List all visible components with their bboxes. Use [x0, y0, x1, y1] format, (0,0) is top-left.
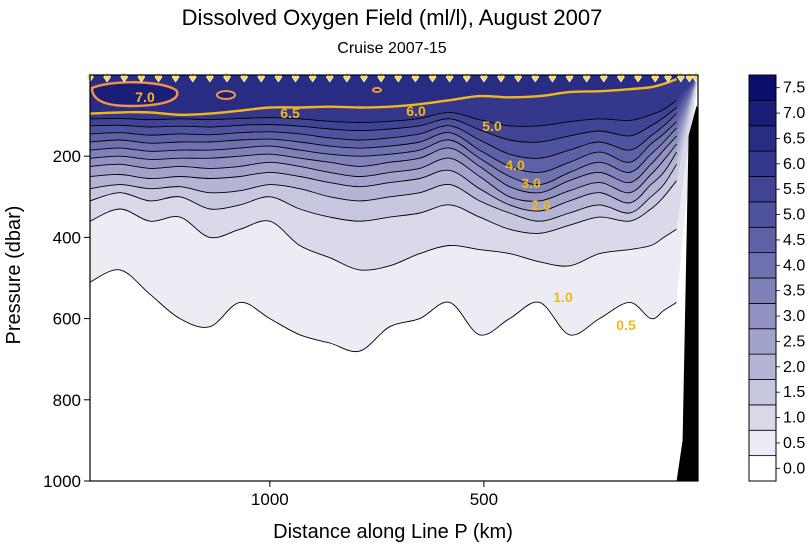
contour-label-0-5: 0.5: [616, 317, 636, 333]
y-tick-label: 800: [53, 391, 81, 410]
contour-line: [90, 107, 677, 143]
contour-line: [90, 143, 677, 202]
contour-line: [90, 164, 677, 222]
chart-title: Dissolved Oxygen Field (ml/l), August 20…: [182, 5, 603, 30]
highlight-contours: [90, 77, 678, 117]
contour-line: [90, 151, 677, 212]
colorbar-swatch: [748, 455, 777, 482]
colorbar-swatch: [748, 176, 777, 203]
colorbar-frame: [748, 74, 777, 482]
colorbar-swatch: [748, 302, 777, 330]
colorbar-label: 2.5: [783, 333, 805, 350]
contour-label-6-0: 6.0: [406, 103, 426, 119]
colorbar-swatch: [748, 252, 777, 279]
colorbar-swatch: [748, 150, 777, 177]
x-axis: 1000 500: [251, 481, 498, 509]
colorbar-label: 5.0: [783, 207, 805, 224]
contour-7-0-line: [216, 90, 236, 100]
y-tick-label: 200: [53, 147, 81, 166]
y-axis: 200 400 600 800 1000: [43, 147, 90, 491]
contour-lines: [90, 99, 677, 353]
band-7-0-patch: [217, 91, 235, 99]
plot-area: [90, 75, 698, 481]
colorbar-label: 5.5: [783, 181, 805, 198]
colorbar-label: 3.0: [783, 308, 805, 325]
chart-subtitle: Cruise 2007-15: [337, 40, 447, 57]
colorbar-label: 4.0: [783, 257, 805, 274]
colorbar-swatch: [748, 328, 777, 355]
contour-line: [90, 99, 677, 127]
bathymetry-mask: [676, 105, 698, 481]
colorbar-swatch: [748, 379, 777, 406]
contour-line: [90, 180, 677, 234]
colorbar-label: 7.5: [783, 80, 805, 97]
x-tick-label: 1000: [251, 490, 289, 509]
colorbar-swatch: [748, 201, 777, 228]
contour-line: [90, 269, 677, 353]
contour-7-0-line: [90, 81, 179, 108]
contour-line: [90, 121, 677, 173]
colorbar: 0.0 0.5 1.0 1.5 2.0 2.5 3.0 3.5 4.0 4.5 5.0 5.5 6.0 6…: [748, 74, 805, 482]
x-axis-label: Distance along Line P (km): [273, 521, 513, 543]
contour-line: [90, 208, 677, 271]
contour-label-7-0: 7.0: [135, 89, 155, 105]
contour-label-1-0: 1.0: [553, 289, 573, 305]
x-tick-label: 500: [470, 490, 498, 509]
colorbar-label: 2.0: [783, 359, 805, 376]
colorbar-swatch: [748, 404, 777, 431]
y-tick-label: 600: [53, 310, 81, 329]
colorbar-swatch: [748, 99, 777, 127]
plot-frame: [89, 74, 699, 482]
y-axis-label: Pressure (dbar): [3, 206, 25, 345]
y-tick-label: 1000: [43, 472, 81, 491]
colorbar-label: 1.5: [783, 384, 805, 401]
colorbar-swatch: [748, 125, 777, 152]
contour-line: [90, 127, 677, 186]
contour-6-5-line: [90, 77, 678, 117]
band-7-0: [92, 82, 178, 106]
colorbar-label: 0.0: [783, 460, 805, 477]
colorbar-label: 1.0: [783, 410, 805, 427]
colorbar-label: 0.5: [783, 435, 805, 452]
contour-label-5-0: 5.0: [482, 118, 502, 134]
contour-label-2-0: 2.0: [531, 197, 551, 213]
colorbar-swatch: [748, 277, 777, 304]
contour-line: [90, 135, 677, 194]
colorbar-label: 6.5: [783, 130, 805, 147]
contour-labels: 7.0 6.5 6.0 5.0 4.0 3.0 2.0 1.0 0.5: [135, 89, 636, 333]
contour-label-4-0: 4.0: [505, 157, 525, 173]
contour-label-3-0: 3.0: [521, 175, 541, 191]
colorbar-swatch: [748, 226, 777, 254]
colorbar-label: 3.5: [783, 283, 805, 300]
y-tick-label: 400: [53, 228, 81, 247]
colorbar-swatch: [748, 74, 777, 101]
contour-7-0-line: [372, 87, 382, 93]
contour-label-6-5: 6.5: [280, 105, 300, 121]
contour-fills: [90, 75, 698, 481]
band-6-5: [90, 75, 698, 115]
colorbar-swatch: [748, 429, 777, 457]
colorbar-label: 6.0: [783, 156, 805, 173]
colorbar-swatch: [748, 353, 777, 380]
colorbar-label: 7.0: [783, 105, 805, 122]
colorbar-label: 4.5: [783, 232, 805, 249]
contour-line: [90, 113, 677, 159]
